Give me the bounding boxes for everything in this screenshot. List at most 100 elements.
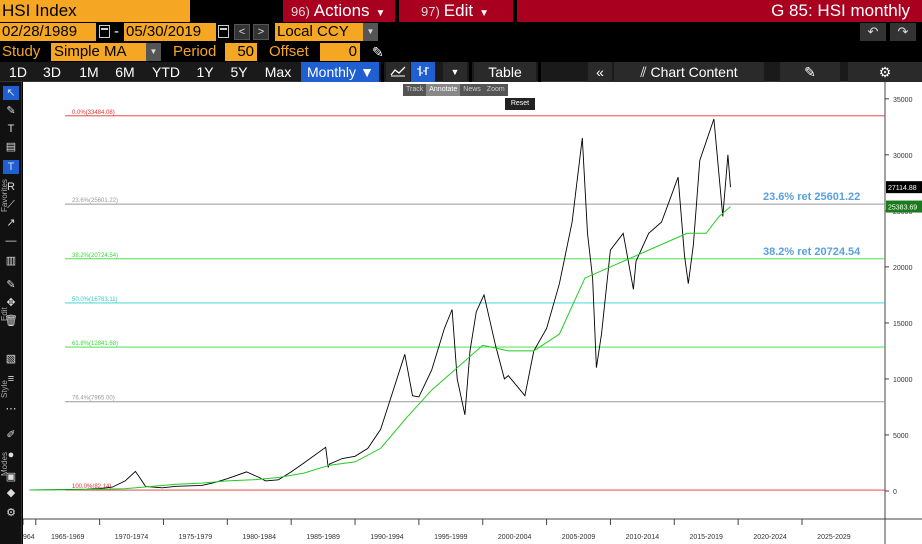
- settings-icon[interactable]: ⚙: [6, 507, 16, 519]
- edit-label: Edit: [0, 307, 9, 321]
- caret-down-icon: ▼: [360, 64, 374, 80]
- retracement-icon[interactable]: R: [7, 181, 15, 193]
- calendar-icon[interactable]: [99, 25, 110, 38]
- offset-label: Offset: [269, 43, 309, 60]
- offset-input[interactable]: 0: [320, 43, 360, 61]
- start-date-field[interactable]: 02/28/1989: [0, 23, 96, 41]
- period-max[interactable]: Max: [264, 64, 292, 80]
- pencil-icon[interactable]: ✎: [6, 105, 16, 117]
- gear-icon[interactable]: ⚙: [848, 62, 922, 82]
- annotation-icon[interactable]: ▤: [5, 141, 17, 153]
- dashed-line-icon[interactable]: ⋯: [5, 403, 17, 415]
- y-tick-label: 0: [893, 489, 897, 496]
- fib-level-label: 61.8%(12841.68): [72, 341, 118, 347]
- study-bar: Study Simple MA ▼ Period 50 Offset 0 ✎: [0, 42, 922, 62]
- mode-icon[interactable]: ▣: [5, 471, 17, 483]
- x-tick-label: 1975-1979: [179, 534, 213, 541]
- fib-level-label: 50.0%(16783.11): [72, 297, 118, 303]
- bar-chart-icon[interactable]: [411, 62, 435, 82]
- brush-icon[interactable]: ✎: [372, 44, 384, 60]
- annotate-button[interactable]: Annotate: [426, 84, 461, 96]
- line-style-icon[interactable]: ≡: [7, 373, 15, 385]
- period-1y[interactable]: 1Y: [196, 64, 214, 80]
- actions-label: Actions: [313, 1, 370, 20]
- period-input[interactable]: 50: [225, 43, 257, 61]
- style-icon[interactable]: ▧: [5, 353, 17, 365]
- frequency-select[interactable]: Monthly ▼: [301, 62, 379, 82]
- last-price-label: 27114.88: [888, 185, 917, 192]
- channel-icon[interactable]: ▥: [5, 255, 17, 267]
- chevron-left-icon[interactable]: <: [234, 24, 250, 40]
- collapse-left-icon[interactable]: «: [588, 62, 612, 82]
- palette-icon[interactable]: ◆: [6, 487, 16, 499]
- x-tick-label: 1970-1974: [115, 534, 149, 541]
- period-1m[interactable]: 1M: [79, 64, 99, 80]
- ticker-field[interactable]: HSI Index: [0, 0, 190, 22]
- x-tick-label: 2025-2029: [817, 534, 851, 541]
- period-ytd[interactable]: YTD: [152, 64, 180, 80]
- chart-content-button[interactable]: ⫽ Chart Content: [614, 62, 764, 82]
- chevron-down-icon[interactable]: ▼: [146, 43, 161, 61]
- x-tick-label: 1990-1994: [370, 534, 404, 541]
- color-icon[interactable]: ●: [7, 449, 15, 461]
- x-tick-label: 1965-1969: [51, 534, 85, 541]
- table-button[interactable]: Table: [474, 62, 536, 82]
- trendline-icon[interactable]: ⟋: [7, 199, 15, 211]
- x-tick-label: 2005-2009: [562, 534, 596, 541]
- price-chart[interactable]: 0500010000150002000025000300003500019641…: [19, 82, 922, 544]
- actions-menu[interactable]: 96) Actions ▼: [283, 0, 395, 22]
- pointer-icon[interactable]: ↖: [3, 86, 19, 100]
- style-label: Style: [0, 380, 9, 398]
- move-icon[interactable]: ✥: [6, 297, 16, 309]
- reset-button[interactable]: Reset: [505, 98, 535, 110]
- chevron-right-icon[interactable]: >: [253, 24, 269, 40]
- actions-number: 96): [291, 4, 310, 19]
- period-5y[interactable]: 5Y: [230, 64, 248, 80]
- y-tick-label: 15000: [893, 321, 913, 328]
- edit-chart-icon[interactable]: ✎: [780, 62, 840, 82]
- chart-content-label: Chart Content: [650, 64, 738, 80]
- date-separator: -: [114, 23, 119, 40]
- ohlc-glyph: [417, 66, 429, 76]
- redo-icon[interactable]: ↷: [890, 23, 916, 41]
- plot-area: [23, 82, 885, 519]
- edit-menu[interactable]: 97) Edit ▼: [399, 0, 513, 22]
- period-6m[interactable]: 6M: [115, 64, 135, 80]
- news-button[interactable]: News: [463, 86, 481, 93]
- chevron-down-icon[interactable]: ▼: [443, 62, 467, 82]
- series-line-hsi: [29, 118, 731, 491]
- delete-icon[interactable]: 🗑: [4, 315, 18, 327]
- modes-label: Modes: [0, 451, 9, 476]
- study-select[interactable]: Simple MA: [51, 43, 146, 61]
- x-tick-label: 2000-2004: [498, 534, 532, 541]
- brush-icon[interactable]: ✎: [6, 279, 16, 291]
- y-tick-label: 20000: [893, 265, 913, 272]
- calendar-icon[interactable]: [218, 25, 229, 38]
- end-date-field[interactable]: 05/30/2019: [124, 23, 216, 41]
- chart-title: G 85: HSI monthly: [517, 0, 922, 22]
- chart-panel[interactable]: 0500010000150002000025000300003500019641…: [19, 82, 922, 544]
- text-box-icon[interactable]: T: [3, 160, 19, 174]
- edit-label: Edit: [443, 1, 474, 20]
- caret-down-icon: ▼: [375, 8, 386, 19]
- track-button[interactable]: Track: [406, 86, 424, 93]
- zoom-button[interactable]: Zoom: [486, 86, 505, 93]
- chevron-down-icon[interactable]: ▼: [363, 23, 378, 41]
- series-line-ma: [29, 206, 731, 491]
- fib-level-label: 0.0%(33484.08): [72, 110, 115, 116]
- period-1d[interactable]: 1D: [9, 64, 27, 80]
- chart-mini-toolbar: Track Annotate News Zoom: [403, 84, 508, 96]
- line-chart-icon[interactable]: [386, 62, 410, 82]
- ray-icon[interactable]: ↗: [6, 217, 16, 229]
- currency-select[interactable]: Local CCY: [275, 23, 363, 41]
- retracement-annotation: 23.6% ret 25601.22: [763, 191, 860, 203]
- y-tick-label: 30000: [893, 153, 913, 160]
- pen-icon[interactable]: ✐: [6, 429, 16, 441]
- favorites-label: Favorites: [0, 179, 9, 212]
- toolbar-divider: [381, 62, 384, 82]
- horizontal-line-icon[interactable]: —: [5, 235, 17, 247]
- text-tool-icon[interactable]: T: [7, 123, 15, 135]
- period-3d[interactable]: 3D: [43, 64, 61, 80]
- undo-icon[interactable]: ↶: [860, 23, 886, 41]
- fib-level-label: 76.4%(7965.00): [72, 396, 115, 402]
